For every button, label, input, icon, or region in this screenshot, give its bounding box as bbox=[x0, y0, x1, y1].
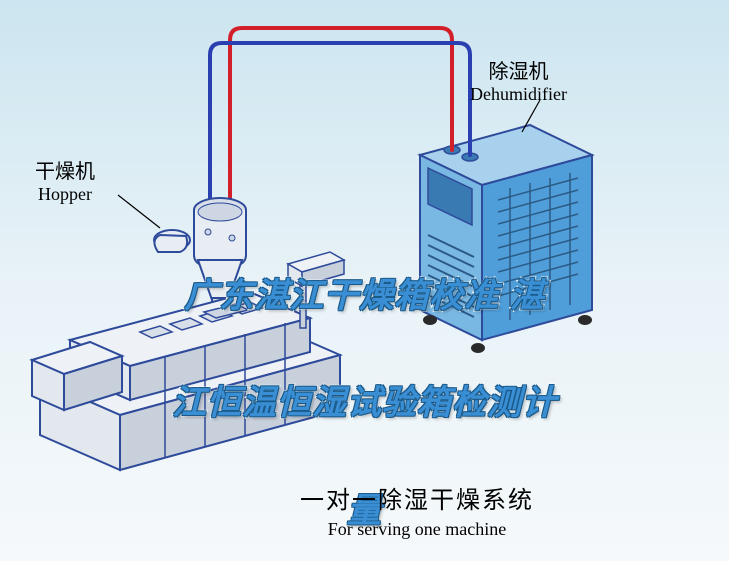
overlay-line-1: 广东湛江干燥箱校准 湛 bbox=[172, 279, 557, 315]
overlay-line-2: 江恒温恒湿试验箱检测计 bbox=[172, 386, 557, 422]
caption-cn: 一对一除湿干燥系统 bbox=[300, 480, 534, 515]
label-hopper-cn: 干燥机 bbox=[35, 155, 95, 184]
label-hopper: 干燥机 Hopper bbox=[35, 155, 95, 205]
diagram-stage: 干燥机 Hopper 除湿机 Dehumidifier 广东湛江干燥箱校准 湛 … bbox=[0, 0, 729, 561]
leader-line-hopper bbox=[118, 195, 160, 228]
system-caption: 一对一除湿干燥系统 For serving one machine bbox=[300, 480, 534, 540]
label-dehumidifier-en: Dehumidifier bbox=[470, 84, 567, 105]
label-dehumidifier-cn: 除湿机 bbox=[470, 55, 567, 84]
label-dehumidifier: 除湿机 Dehumidifier bbox=[470, 55, 567, 105]
caption-en: For serving one machine bbox=[300, 519, 534, 540]
label-hopper-en: Hopper bbox=[35, 184, 95, 205]
